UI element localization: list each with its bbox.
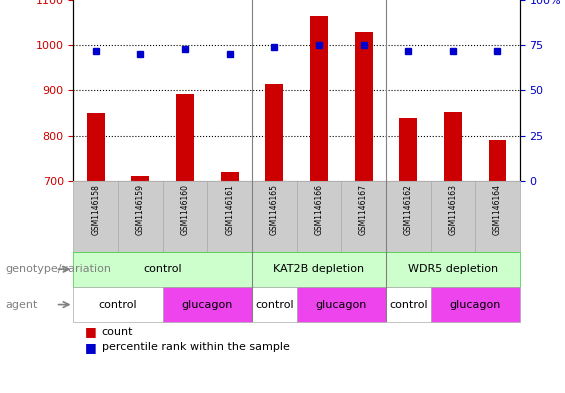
Bar bbox=[489, 140, 506, 181]
Text: glucagon: glucagon bbox=[316, 299, 367, 310]
Text: glucagon: glucagon bbox=[182, 299, 233, 310]
Bar bbox=[431, 181, 475, 252]
Text: GSM1146166: GSM1146166 bbox=[315, 184, 323, 235]
Bar bbox=[355, 31, 372, 181]
Bar bbox=[310, 16, 328, 181]
Bar bbox=[73, 252, 252, 287]
Text: glucagon: glucagon bbox=[450, 299, 501, 310]
Text: control: control bbox=[255, 299, 294, 310]
Text: GSM1146159: GSM1146159 bbox=[136, 184, 145, 235]
Text: control: control bbox=[144, 264, 182, 274]
Bar bbox=[475, 181, 520, 252]
Bar bbox=[176, 94, 194, 181]
Bar bbox=[386, 287, 431, 322]
Bar bbox=[252, 181, 297, 252]
Bar bbox=[87, 113, 105, 181]
Bar bbox=[207, 181, 252, 252]
Text: GSM1146167: GSM1146167 bbox=[359, 184, 368, 235]
Bar bbox=[118, 181, 163, 252]
Text: count: count bbox=[102, 327, 133, 337]
Bar bbox=[252, 252, 386, 287]
Text: ■: ■ bbox=[85, 341, 97, 354]
Text: agent: agent bbox=[6, 299, 38, 310]
Text: GSM1146162: GSM1146162 bbox=[404, 184, 412, 235]
Text: GSM1146161: GSM1146161 bbox=[225, 184, 234, 235]
Text: GSM1146164: GSM1146164 bbox=[493, 184, 502, 235]
Text: GSM1146165: GSM1146165 bbox=[270, 184, 279, 235]
Bar bbox=[297, 287, 386, 322]
Bar bbox=[221, 172, 238, 181]
Bar bbox=[297, 181, 341, 252]
Text: percentile rank within the sample: percentile rank within the sample bbox=[102, 342, 290, 353]
Bar bbox=[163, 287, 252, 322]
Bar bbox=[132, 176, 149, 181]
Text: GSM1146160: GSM1146160 bbox=[181, 184, 189, 235]
Text: GSM1146163: GSM1146163 bbox=[449, 184, 457, 235]
Text: genotype/variation: genotype/variation bbox=[6, 264, 112, 274]
Bar bbox=[163, 181, 207, 252]
Bar bbox=[386, 252, 520, 287]
Text: ■: ■ bbox=[85, 325, 97, 338]
Text: WDR5 depletion: WDR5 depletion bbox=[408, 264, 498, 274]
Bar bbox=[431, 287, 520, 322]
Text: GSM1146158: GSM1146158 bbox=[92, 184, 100, 235]
Text: control: control bbox=[389, 299, 428, 310]
Text: KAT2B depletion: KAT2B depletion bbox=[273, 264, 364, 274]
Text: control: control bbox=[99, 299, 137, 310]
Bar bbox=[386, 181, 431, 252]
Bar bbox=[266, 84, 283, 181]
Bar bbox=[341, 181, 386, 252]
Bar bbox=[73, 181, 118, 252]
Bar bbox=[73, 287, 163, 322]
Bar bbox=[252, 287, 297, 322]
Bar bbox=[399, 118, 417, 181]
Bar bbox=[444, 112, 462, 181]
